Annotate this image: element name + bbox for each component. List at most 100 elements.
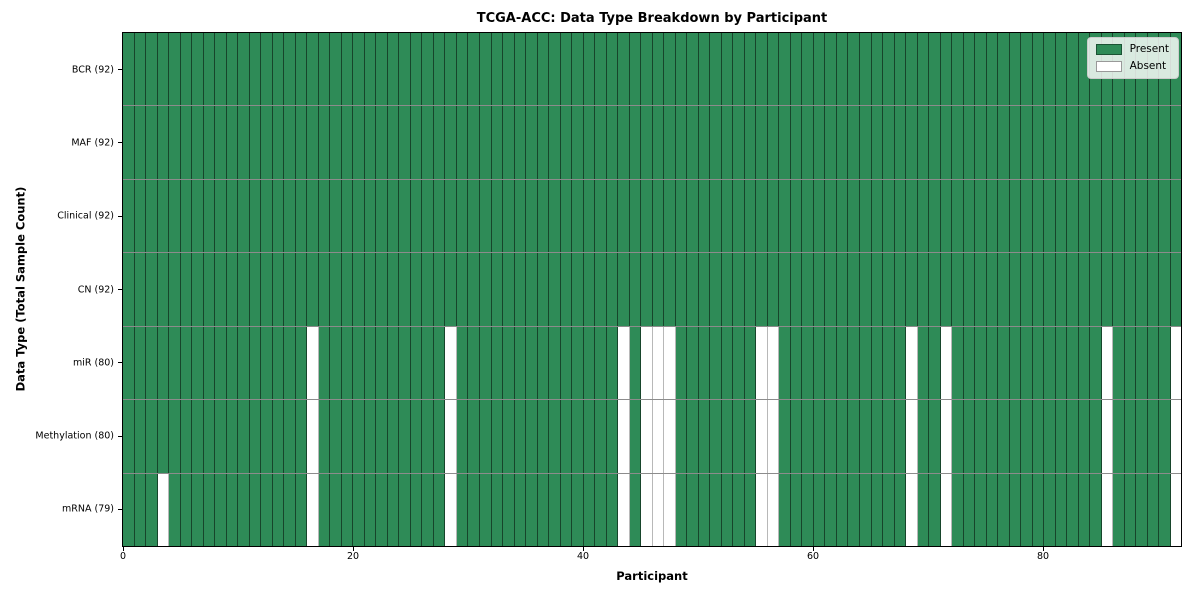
heatmap-cell xyxy=(733,33,745,106)
heatmap-cell xyxy=(537,253,550,326)
heatmap-cell xyxy=(261,106,273,179)
heatmap-cell xyxy=(491,106,504,179)
heatmap-cell xyxy=(1021,33,1033,106)
heatmap-cell xyxy=(146,179,158,253)
heatmap-cell xyxy=(491,473,504,546)
heatmap-cell xyxy=(790,473,803,546)
heatmap-cell xyxy=(146,106,158,179)
heatmap-cell xyxy=(410,33,423,106)
y-tick-mark xyxy=(118,508,122,510)
heatmap-cell xyxy=(952,326,964,400)
heatmap-cell xyxy=(180,33,193,106)
heatmap-cell xyxy=(595,253,607,326)
heatmap-cell xyxy=(929,326,941,400)
heatmap-cell xyxy=(595,326,607,400)
heatmap-cell xyxy=(952,253,964,326)
heatmap-cell xyxy=(560,326,573,400)
heatmap-cell xyxy=(192,326,204,400)
heatmap-cell xyxy=(307,253,319,326)
heatmap-cell xyxy=(860,473,872,546)
heatmap-cell xyxy=(376,106,388,179)
heatmap-cell xyxy=(364,473,377,546)
heatmap-cell xyxy=(652,33,665,106)
heatmap-cell xyxy=(123,473,135,546)
heatmap-cell xyxy=(215,106,227,179)
heatmap-cell xyxy=(249,326,262,400)
heatmap-cell xyxy=(387,473,400,546)
heatmap-cell xyxy=(1124,253,1137,326)
heatmap-cell xyxy=(376,179,388,253)
heatmap-cell xyxy=(664,473,676,546)
heatmap-cell xyxy=(572,179,584,253)
heatmap-cell xyxy=(836,326,849,400)
y-axis-tick-labels: BCR (92) MAF (92) Clinical (92) CN (92) miR … xyxy=(0,33,114,546)
heatmap-cell xyxy=(1170,473,1182,546)
heatmap-cell xyxy=(526,400,538,473)
heatmap-cell xyxy=(560,400,573,473)
heatmap-cell xyxy=(272,253,285,326)
heatmap-cell xyxy=(203,33,216,106)
heatmap-cell xyxy=(560,106,573,179)
heatmap-cell xyxy=(445,33,457,106)
heatmap-cell xyxy=(123,106,135,179)
heatmap-cell xyxy=(203,400,216,473)
heatmap-cell xyxy=(1021,400,1033,473)
heatmap-cell xyxy=(157,326,170,400)
heatmap-cell xyxy=(261,326,273,400)
heatmap-cell xyxy=(641,326,653,400)
heatmap-cell xyxy=(744,400,757,473)
heatmap-cell xyxy=(652,473,665,546)
heatmap-cell xyxy=(952,106,964,179)
heatmap-row-clinical xyxy=(123,179,1182,254)
heatmap-cell xyxy=(687,106,699,179)
heatmap-cell xyxy=(238,179,250,253)
heatmap-cell xyxy=(560,253,573,326)
heatmap-cell xyxy=(226,473,239,546)
heatmap-cell xyxy=(606,253,619,326)
heatmap-cell xyxy=(157,400,170,473)
heatmap-cell xyxy=(1090,473,1102,546)
heatmap-cell xyxy=(341,179,354,253)
heatmap-cell xyxy=(456,179,469,253)
heatmap-cell xyxy=(975,400,987,473)
heatmap-cell xyxy=(698,400,711,473)
heatmap-cell xyxy=(790,400,803,473)
heatmap-cell xyxy=(364,106,377,179)
x-tick-mark xyxy=(582,547,584,551)
heatmap-cell xyxy=(215,326,227,400)
heatmap-cell xyxy=(307,400,319,473)
heatmap-cell xyxy=(146,326,158,400)
heatmap-cell xyxy=(698,473,711,546)
heatmap-cell xyxy=(871,253,884,326)
heatmap-cell xyxy=(675,179,688,253)
heatmap-cell xyxy=(986,473,999,546)
heatmap-cell xyxy=(134,253,147,326)
heatmap-cell xyxy=(917,253,930,326)
x-tick-label: 40 xyxy=(576,551,590,562)
heatmap-cell xyxy=(238,33,250,106)
heatmap-cell xyxy=(595,33,607,106)
heatmap-cell xyxy=(537,473,550,546)
heatmap-cell xyxy=(1009,33,1022,106)
heatmap-cell xyxy=(618,400,630,473)
heatmap-cell xyxy=(387,400,400,473)
heatmap-cell xyxy=(675,33,688,106)
heatmap-cell xyxy=(215,179,227,253)
heatmap-cell xyxy=(825,106,837,179)
heatmap-cell xyxy=(583,326,596,400)
heatmap-cell xyxy=(871,400,884,473)
heatmap-cell xyxy=(410,473,423,546)
heatmap-cell xyxy=(721,106,734,179)
heatmap-cell xyxy=(387,253,400,326)
heatmap-cell xyxy=(975,179,987,253)
heatmap-cell xyxy=(249,473,262,546)
y-tick-label: mRNA (79) xyxy=(62,503,114,515)
heatmap-cell xyxy=(422,179,434,253)
heatmap-cell xyxy=(871,179,884,253)
x-tick-label: 0 xyxy=(119,551,127,562)
heatmap-cell xyxy=(572,106,584,179)
y-tick-mark xyxy=(118,142,122,144)
heatmap-cell xyxy=(1044,33,1056,106)
heatmap-cell xyxy=(860,106,872,179)
heatmap-cell xyxy=(606,106,619,179)
